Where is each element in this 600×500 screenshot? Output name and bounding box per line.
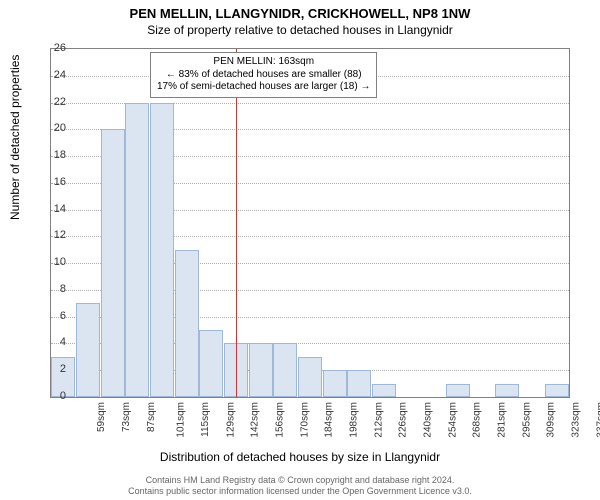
y-tick: 18: [36, 149, 66, 161]
y-tick: 22: [36, 96, 66, 108]
x-tick: 226sqm: [398, 402, 409, 438]
x-tick: 212sqm: [373, 402, 384, 438]
annotation-box: PEN MELLIN: 163sqm← 83% of detached hous…: [150, 52, 377, 98]
bar: [372, 384, 396, 397]
bar: [249, 343, 273, 397]
x-tick: 87sqm: [146, 402, 157, 432]
annot-line: ← 83% of detached houses are smaller (88…: [157, 69, 370, 82]
footer-line1: Contains HM Land Registry data © Crown c…: [0, 475, 600, 486]
bar: [446, 384, 470, 397]
x-tick: 170sqm: [299, 402, 310, 438]
footer-line2: Contains public sector information licen…: [0, 486, 600, 497]
chart-subtitle: Size of property relative to detached ho…: [0, 21, 600, 41]
x-tick: 115sqm: [200, 402, 211, 437]
bar: [273, 343, 297, 397]
bar: [347, 370, 371, 397]
plot-area: [50, 48, 570, 398]
y-tick: 8: [36, 283, 66, 295]
x-tick: 323sqm: [571, 402, 582, 438]
x-tick: 254sqm: [447, 402, 458, 438]
chart-container: PEN MELLIN, LLANGYNIDR, CRICKHOWELL, NP8…: [0, 0, 600, 500]
x-tick: 337sqm: [595, 402, 600, 438]
bar: [199, 330, 223, 397]
x-tick: 295sqm: [521, 402, 532, 438]
bar: [125, 103, 149, 397]
y-tick: 16: [36, 176, 66, 188]
x-tick: 59sqm: [96, 402, 107, 432]
x-tick: 309sqm: [546, 402, 557, 438]
y-tick: 10: [36, 256, 66, 268]
x-tick: 101sqm: [176, 402, 187, 438]
y-tick: 2: [36, 363, 66, 375]
chart-area: [50, 48, 580, 398]
bar: [101, 129, 125, 397]
y-tick: 26: [36, 42, 66, 54]
x-tick: 73sqm: [121, 402, 132, 432]
bar: [76, 303, 100, 397]
y-axis-label: Number of detached properties: [8, 55, 22, 220]
x-tick: 142sqm: [250, 402, 261, 438]
bar: [175, 250, 199, 397]
x-axis-label: Distribution of detached houses by size …: [0, 450, 600, 464]
y-tick: 4: [36, 336, 66, 348]
reference-line: [236, 49, 237, 397]
y-tick: 24: [36, 69, 66, 81]
x-tick: 281sqm: [497, 402, 508, 438]
y-tick: 20: [36, 122, 66, 134]
bar: [298, 357, 322, 397]
x-tick: 156sqm: [275, 402, 286, 438]
x-tick: 268sqm: [472, 402, 483, 438]
x-tick: 184sqm: [324, 402, 335, 438]
x-tick: 240sqm: [423, 402, 434, 438]
x-tick: 129sqm: [225, 402, 236, 438]
footer: Contains HM Land Registry data © Crown c…: [0, 475, 600, 497]
annot-line: PEN MELLIN: 163sqm: [157, 56, 370, 69]
annot-line: 17% of semi-detached houses are larger (…: [157, 81, 370, 94]
y-tick: 12: [36, 229, 66, 241]
x-tick: 198sqm: [349, 402, 360, 438]
chart-title: PEN MELLIN, LLANGYNIDR, CRICKHOWELL, NP8…: [0, 0, 600, 21]
bar: [323, 370, 347, 397]
bar: [150, 103, 174, 397]
bar: [495, 384, 519, 397]
y-tick: 0: [36, 390, 66, 402]
y-tick: 6: [36, 310, 66, 322]
bar: [545, 384, 569, 397]
y-tick: 14: [36, 203, 66, 215]
